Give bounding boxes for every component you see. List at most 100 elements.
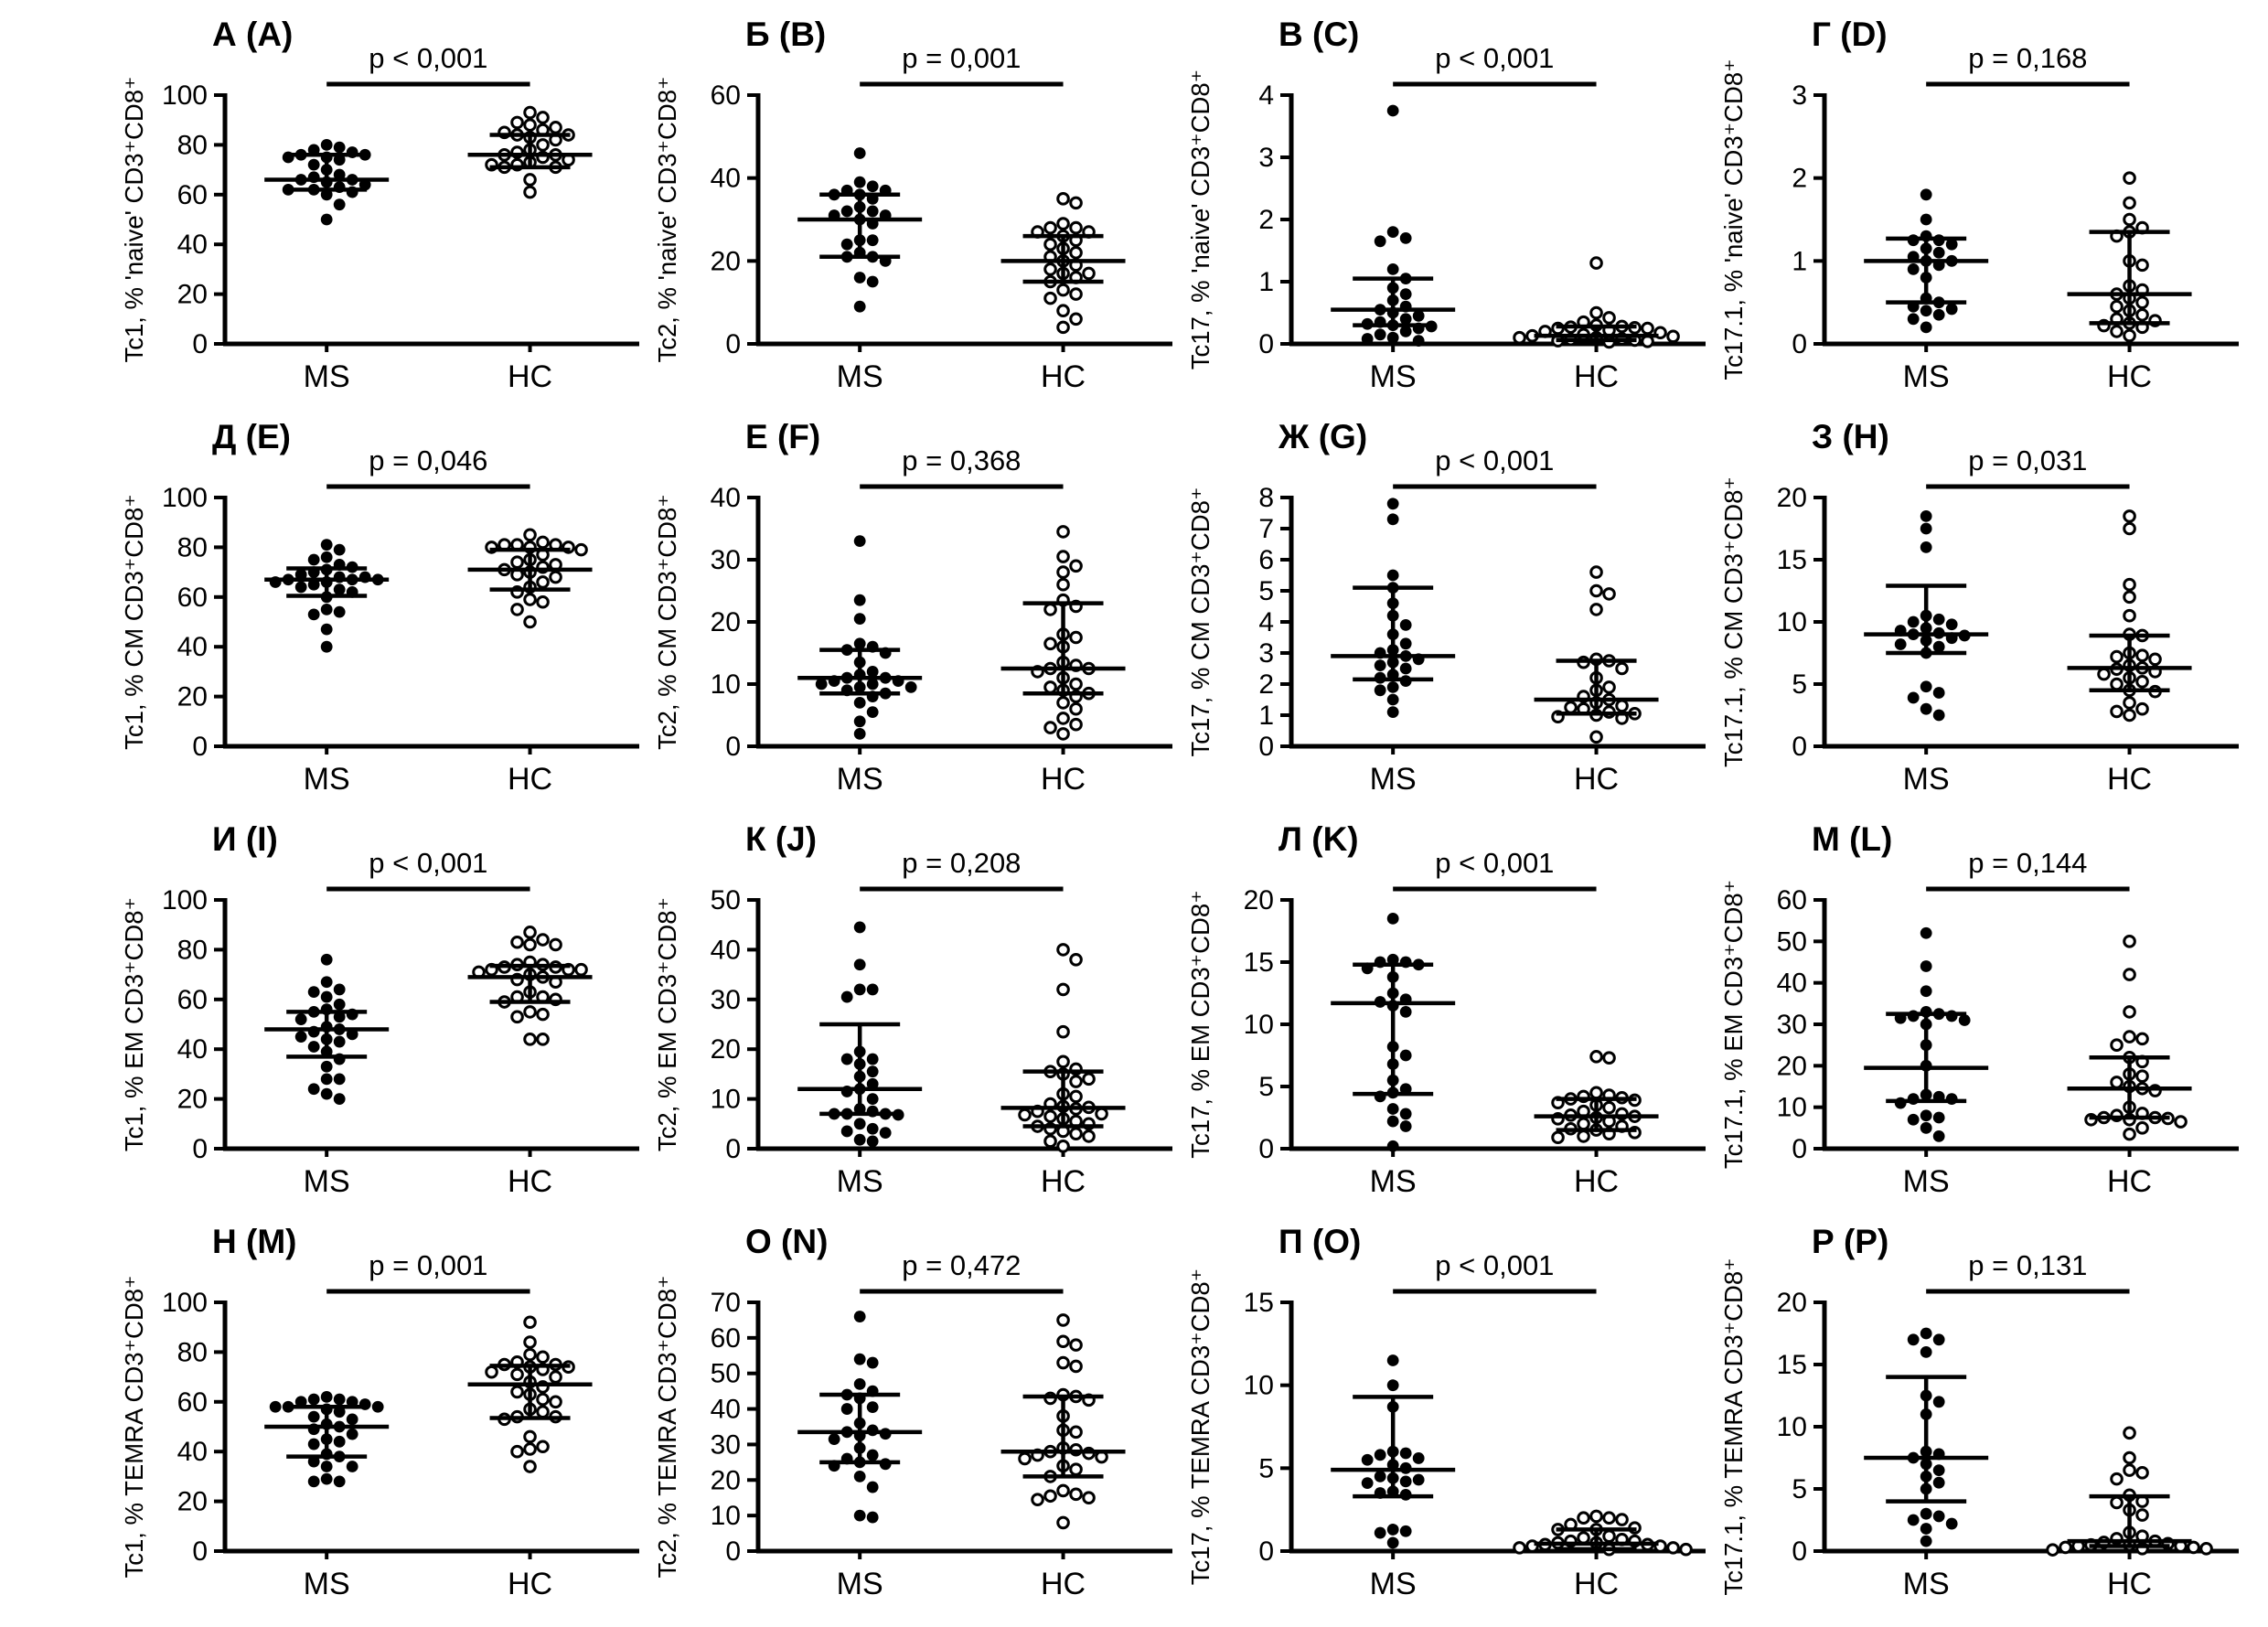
data-point-ms	[333, 141, 346, 154]
data-point-ms	[853, 1377, 866, 1390]
data-point-ms	[320, 551, 333, 563]
data-point-ms	[1399, 1120, 1412, 1132]
median-iqr-hc	[1000, 233, 1126, 284]
data-point-hc	[1666, 329, 1680, 344]
y-tick-label: 20	[177, 1085, 208, 1115]
data-point-ms	[371, 1400, 384, 1413]
data-point-ms	[1920, 1327, 1932, 1340]
data-point-ms	[866, 1449, 879, 1461]
data-point-ms	[853, 728, 866, 740]
y-tick-label: 40	[177, 632, 208, 662]
points-hc	[485, 1315, 575, 1473]
panel-b: Б (B) p = 0,001 0 20 40 60 Tc2, % 'naive' CD3⁺…	[645, 7, 1178, 410]
axes	[222, 496, 639, 749]
y-tick-label: 7	[1258, 514, 1274, 544]
data-point-hc	[1056, 982, 1070, 997]
data-point-hc	[1069, 1359, 1083, 1374]
data-point-hc	[1069, 1338, 1083, 1352]
data-point-hc	[1056, 1313, 1070, 1327]
data-point-hc	[485, 1365, 498, 1379]
y-tick-label: 20	[177, 682, 208, 712]
data-point-hc	[2123, 212, 2136, 227]
p-value: p < 0,001	[1435, 42, 1554, 74]
data-point-hc	[549, 1370, 562, 1384]
y-tick-label: 30	[1777, 1010, 1807, 1040]
y-tick-label: 0	[725, 1536, 741, 1567]
data-point-hc	[1589, 565, 1603, 579]
data-point-ms	[1399, 326, 1412, 337]
data-point-hc	[536, 933, 550, 947]
data-point-hc	[1069, 717, 1083, 732]
y-tick-label: 40	[711, 164, 741, 194]
data-point-hc	[2059, 1540, 2072, 1555]
data-point-hc	[2135, 701, 2149, 716]
data-point-ms	[1907, 313, 1920, 326]
points-ms	[1907, 1327, 1958, 1547]
data-point-ms	[1920, 1121, 1932, 1134]
y-tick-label: 0	[725, 1134, 741, 1164]
p-value: p = 0,368	[902, 444, 1021, 476]
group-label-hc: HC	[2107, 762, 2152, 797]
data-point-hc	[2135, 1069, 2149, 1083]
group-label-hc: HC	[508, 359, 552, 394]
data-point-ms	[1920, 213, 1932, 226]
data-point-hc	[2148, 652, 2162, 667]
data-point-ms	[853, 1133, 866, 1146]
data-point-hc	[523, 173, 537, 187]
data-point-ms	[333, 1035, 346, 1048]
data-point-hc	[1577, 1117, 1590, 1131]
data-point-hc	[1082, 1072, 1096, 1086]
data-point-ms	[320, 213, 333, 226]
panel-n: О (N) p = 0,472 0 10 20 30 40 50 60 70 Tc2, % TEMR…	[645, 1215, 1178, 1617]
data-point-hc	[2110, 1076, 2124, 1089]
y-tick-label: 5	[1258, 1072, 1274, 1102]
panel-label: Д (E)	[212, 418, 291, 455]
data-point-ms	[1374, 659, 1386, 671]
data-point-hc	[523, 118, 537, 132]
y-tick-label: 40	[177, 1034, 208, 1065]
data-point-hc	[1589, 1086, 1603, 1100]
data-point-ms	[1920, 1535, 1932, 1547]
data-point-ms	[1907, 1333, 1920, 1346]
data-point-ms	[333, 983, 346, 996]
data-point-ms	[1920, 522, 1932, 535]
y-tick-label: 0	[1258, 732, 1274, 762]
median-iqr-hc	[2067, 230, 2192, 326]
data-point-hc	[1069, 1462, 1083, 1476]
data-point-hc	[2123, 1030, 2136, 1044]
p-value: p = 0,208	[902, 847, 1021, 879]
data-point-ms	[320, 623, 333, 636]
data-point-hc	[2123, 509, 2136, 523]
data-point-ms	[1399, 662, 1412, 675]
y-tick-label: 20	[177, 280, 208, 310]
data-point-hc	[1043, 1134, 1057, 1149]
p-value: p < 0,001	[1435, 444, 1554, 476]
y-tick-label: 15	[1244, 947, 1274, 978]
points-ms	[815, 535, 917, 740]
data-point-hc	[2123, 1426, 2136, 1440]
data-point-ms	[1920, 702, 1932, 715]
y-tick-label: 10	[1777, 607, 1807, 637]
median-iqr-ms	[797, 1022, 923, 1117]
data-point-ms	[1361, 1477, 1374, 1490]
data-point-hc	[1589, 730, 1603, 744]
panel-p: Р (P) p = 0,131 0 5 10 15 20 Tc17.1, % TEMRA CD…	[1711, 1215, 2244, 1617]
data-point-hc	[1069, 196, 1083, 210]
p-value: p = 0,046	[369, 444, 487, 476]
data-point-ms	[1386, 706, 1399, 718]
data-point-ms	[828, 1433, 840, 1445]
scatter-plot-h: З (H) p = 0,031 0 5 10 15 20 Tc17.1, % CM CD3⁺C…	[1719, 418, 2239, 797]
data-point-ms	[853, 958, 866, 971]
data-point-ms	[333, 1393, 346, 1406]
data-point-hc	[1056, 1515, 1070, 1530]
group-label-ms: MS	[837, 359, 883, 394]
data-point-ms	[904, 681, 917, 693]
y-tick-label: 10	[1777, 1093, 1807, 1123]
data-point-hc	[1056, 565, 1070, 579]
group-label-ms: MS	[1370, 1164, 1417, 1199]
data-point-ms	[840, 238, 853, 251]
data-point-hc	[1513, 330, 1526, 345]
median-iqr-hc	[1000, 1069, 1126, 1129]
data-point-ms	[815, 678, 828, 690]
data-point-hc	[549, 570, 562, 584]
